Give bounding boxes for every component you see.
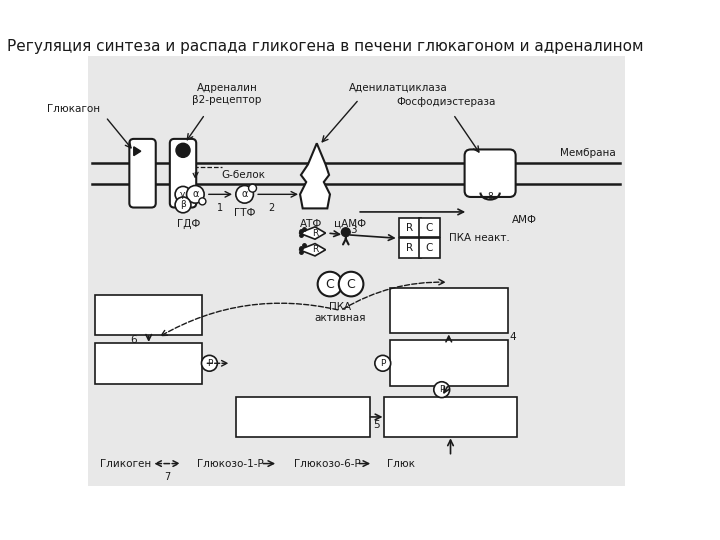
Text: Киназа
фосфорилазы
неакт.: Киназа фосфорилазы неакт.	[413, 294, 485, 327]
Text: Гликогенфосфорилаза
неакт.: Гликогенфосфорилаза неакт.	[244, 406, 361, 428]
Text: Аденилатциклаза: Аденилатциклаза	[349, 82, 448, 92]
Text: Киназа
фосфорилазы
акт.: Киназа фосфорилазы акт.	[413, 347, 485, 380]
FancyBboxPatch shape	[95, 295, 202, 335]
Text: R: R	[312, 228, 318, 238]
Circle shape	[375, 355, 391, 371]
Text: Глюкозо-6-Р: Глюкозо-6-Р	[294, 458, 361, 469]
Text: Гликогенфосфорилаза
акт.: Гликогенфосфорилаза акт.	[392, 406, 510, 428]
Text: Глюк: Глюк	[387, 458, 415, 469]
Polygon shape	[300, 143, 330, 208]
Text: АМФ: АМФ	[512, 215, 537, 225]
Circle shape	[175, 197, 191, 213]
Text: ГТФ: ГТФ	[234, 208, 256, 218]
FancyBboxPatch shape	[384, 397, 518, 437]
Polygon shape	[134, 147, 141, 156]
Text: Гликогенсинтаза
акт.: Гликогенсинтаза акт.	[104, 304, 193, 326]
Circle shape	[202, 355, 217, 371]
Text: ПКА неакт.: ПКА неакт.	[449, 233, 510, 244]
FancyBboxPatch shape	[390, 340, 508, 386]
Text: 3: 3	[350, 225, 357, 235]
Text: β: β	[180, 200, 186, 210]
Text: P: P	[380, 359, 385, 368]
Text: G-белок: G-белок	[222, 170, 266, 180]
Text: 7: 7	[164, 472, 171, 482]
Text: C: C	[347, 278, 356, 291]
FancyBboxPatch shape	[390, 288, 508, 333]
Text: 6: 6	[130, 334, 136, 345]
Text: α: α	[192, 190, 199, 199]
FancyBboxPatch shape	[419, 218, 440, 238]
FancyBboxPatch shape	[419, 238, 440, 258]
Polygon shape	[300, 227, 325, 239]
Polygon shape	[300, 244, 325, 256]
FancyBboxPatch shape	[95, 343, 202, 383]
Text: Гликогенсинтаза
неакт.: Гликогенсинтаза неакт.	[104, 353, 193, 374]
Text: Адреналин
β2-рецептор: Адреналин β2-рецептор	[192, 83, 261, 105]
Text: Глюкагон: Глюкагон	[48, 104, 100, 114]
Text: Глюкозо-1-Р: Глюкозо-1-Р	[197, 458, 264, 469]
Text: 4: 4	[510, 332, 516, 342]
Text: Регуляция синтеза и распада гликогена в печени глюкагоном и адреналином: Регуляция синтеза и распада гликогена в …	[7, 38, 644, 53]
Text: Мембрана: Мембрана	[560, 148, 616, 158]
Text: Фосфодиэстераза: Фосфодиэстераза	[397, 97, 496, 107]
Circle shape	[175, 186, 191, 202]
Circle shape	[236, 186, 253, 203]
Text: α: α	[241, 190, 248, 199]
Circle shape	[186, 186, 204, 203]
Text: 1: 1	[217, 203, 223, 213]
FancyBboxPatch shape	[400, 238, 420, 258]
Text: ПКА
активная: ПКА активная	[315, 302, 366, 323]
Text: Гликоген: Гликоген	[100, 458, 151, 469]
FancyBboxPatch shape	[464, 150, 516, 197]
Text: R: R	[407, 223, 413, 233]
FancyBboxPatch shape	[88, 56, 625, 485]
Circle shape	[341, 228, 350, 237]
Text: C: C	[426, 243, 433, 253]
Circle shape	[176, 143, 190, 157]
Text: P: P	[207, 359, 212, 368]
Text: R: R	[312, 245, 318, 254]
FancyBboxPatch shape	[170, 139, 197, 207]
Circle shape	[248, 184, 256, 192]
Circle shape	[318, 272, 342, 296]
FancyBboxPatch shape	[130, 139, 156, 207]
Text: 5: 5	[373, 420, 380, 430]
Circle shape	[433, 382, 449, 397]
Circle shape	[339, 272, 364, 296]
FancyBboxPatch shape	[400, 218, 420, 238]
FancyBboxPatch shape	[236, 397, 369, 437]
Text: ГДФ: ГДФ	[176, 219, 200, 229]
Text: P: P	[439, 385, 444, 394]
Text: C: C	[426, 223, 433, 233]
Text: 2: 2	[268, 203, 274, 213]
Text: C: C	[325, 278, 334, 291]
Text: R: R	[407, 243, 413, 253]
Circle shape	[199, 198, 206, 205]
Text: цАМФ: цАМФ	[334, 219, 366, 229]
Text: γ: γ	[180, 190, 186, 199]
Text: АТФ: АТФ	[300, 219, 322, 229]
Text: 8: 8	[487, 192, 493, 200]
